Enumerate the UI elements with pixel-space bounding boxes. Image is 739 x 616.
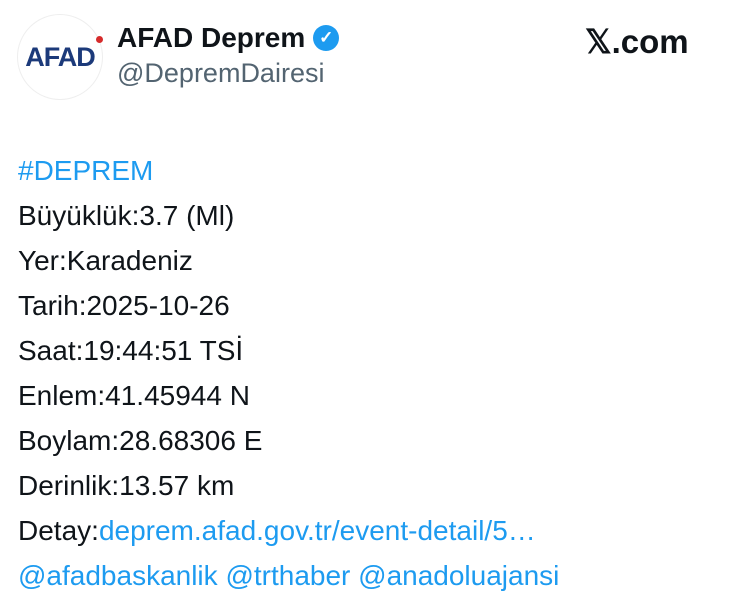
avatar[interactable]: AFAD <box>17 14 103 100</box>
author-handle[interactable]: @DepremDairesi <box>117 58 325 88</box>
mention-link[interactable]: @trthaber <box>225 560 351 591</box>
depth-line: Derinlik:13.57 km <box>18 470 235 501</box>
tweet-body: #DEPREM Büyüklük:3.7 (Ml) Yer:Karadeniz … <box>18 148 559 598</box>
mention-link[interactable]: @anadoluajansi <box>358 560 560 591</box>
detail-label: Detay: <box>18 515 99 546</box>
mention-link[interactable]: @afadbaskanlik <box>18 560 218 591</box>
longitude-line: Boylam:28.68306 E <box>18 425 263 456</box>
magnitude-line: Büyüklük:3.7 (Ml) <box>18 200 235 231</box>
detail-link[interactable]: deprem.afad.gov.tr/event-detail/5… <box>98 515 536 546</box>
latitude-line: Enlem:41.45944 N <box>18 380 250 411</box>
location-line: Yer:Karadeniz <box>18 245 193 276</box>
hashtag-link[interactable]: #DEPREM <box>18 155 154 186</box>
date-line: Tarih:2025-10-26 <box>18 290 230 321</box>
time-line: Saat:19:44:51 TSİ <box>18 335 244 366</box>
author-name-text: AFAD Deprem <box>117 22 306 53</box>
author-name[interactable]: AFAD Deprem ✓ <box>117 22 340 54</box>
afad-logo: AFAD <box>25 35 103 73</box>
x-logo: 𝕏.com <box>585 23 689 60</box>
verified-badge-icon: ✓ <box>313 25 340 51</box>
